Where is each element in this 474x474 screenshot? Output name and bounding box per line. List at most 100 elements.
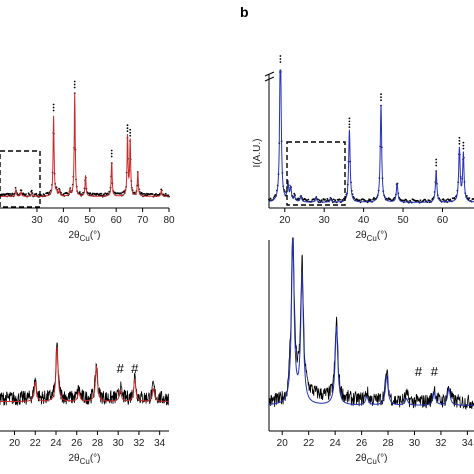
x-tick-label: 30 (319, 215, 331, 226)
phase-hash-marker: # (431, 364, 439, 379)
data-point (324, 198, 326, 201)
data-point (468, 197, 471, 200)
x-tick-label: 34 (154, 438, 166, 449)
peak-marker (52, 106, 55, 109)
data-point (358, 199, 361, 202)
data-point (9, 193, 12, 195)
data-point (332, 198, 335, 201)
x-tick-label: 20 (9, 438, 21, 449)
x-tick-label: 26 (71, 438, 83, 449)
x-tick-label: 22 (303, 438, 315, 449)
data-point (5, 192, 8, 195)
data-point (35, 192, 38, 195)
peak-marker (73, 80, 76, 83)
x-tick-label: 28 (382, 438, 394, 449)
data-point (419, 199, 422, 202)
data-point (409, 199, 411, 202)
observed-series (268, 237, 474, 411)
x-tick-label: 30 (113, 438, 125, 449)
data-point (123, 190, 125, 193)
peak-marker (110, 152, 113, 155)
data-point (66, 192, 69, 195)
data-point (443, 199, 445, 202)
data-point (269, 197, 272, 200)
x-tick-label: 24 (50, 438, 62, 449)
fit-series (268, 237, 474, 406)
x-tick-label: 28 (92, 438, 104, 449)
x-tick-label: 30 (409, 438, 421, 449)
data-point (100, 192, 103, 195)
y-axis-label: I(A.U.) (252, 139, 263, 168)
peak-marker (126, 130, 129, 133)
phase-hash-marker: # (117, 361, 125, 376)
data-point (104, 192, 107, 195)
x-tick-label: 32 (133, 438, 145, 449)
fit-series (0, 347, 169, 402)
x-axis-label: 2θCu(°) (355, 453, 387, 466)
zoom-region-box (0, 150, 41, 208)
x-tick-label: 22 (30, 438, 42, 449)
fit-series (269, 69, 474, 203)
peak-marker (126, 124, 129, 127)
x-tick-label: 70 (137, 215, 149, 226)
data-point (372, 198, 374, 201)
peak-marker (110, 149, 113, 152)
data-point (293, 192, 296, 195)
x-tick-label: 50 (397, 215, 409, 226)
peak-marker (279, 55, 282, 57)
x-axis-label: 2θCu(°) (68, 453, 100, 466)
data-point (305, 199, 308, 202)
peak-marker (52, 103, 55, 106)
data-point (103, 193, 105, 196)
data-point (151, 193, 154, 196)
data-point (89, 192, 92, 195)
data-point (317, 198, 319, 201)
data-point (313, 198, 315, 201)
peak-marker (458, 139, 461, 142)
data-point (120, 192, 122, 195)
data-point (99, 192, 101, 195)
x-axis-label: 2θCu(°) (68, 230, 100, 243)
peak-marker (380, 99, 382, 102)
data-point (339, 198, 341, 201)
data-point (424, 198, 426, 201)
observed-series (0, 342, 169, 407)
peak-marker (380, 93, 382, 96)
panel-label-b: b (240, 4, 249, 20)
data-point (445, 199, 448, 201)
zoom-region-box (286, 141, 346, 206)
x-tick-label: 24 (330, 438, 342, 449)
peak-marker (462, 141, 465, 144)
peak-marker (110, 155, 113, 158)
data-point (273, 195, 276, 198)
x-tick-label: 60 (111, 215, 123, 226)
x-tick-label: 40 (58, 215, 70, 226)
phase-hash-marker: # (131, 361, 139, 376)
data-point (0, 193, 3, 196)
panel-bottom-right: 20 22 24 26 28 30 32 34 2θCu(°) # # (268, 237, 474, 466)
panel-top-right: 20 30 40 50 60 2θCu(°) I(A.U.) (252, 55, 474, 243)
peak-marker (279, 58, 282, 60)
data-point (155, 193, 157, 195)
peak-marker (458, 142, 461, 145)
peak-marker (52, 109, 55, 112)
peak-marker (348, 117, 351, 120)
data-point (466, 195, 468, 197)
data-point (297, 197, 300, 200)
data-point (47, 192, 49, 195)
data-point (320, 199, 323, 202)
axis-break-mark (264, 71, 275, 77)
peak-marker (129, 131, 132, 134)
x-tick-label: 60 (437, 215, 449, 226)
peak-marker (462, 147, 465, 150)
peak-marker (73, 86, 76, 89)
data-point (356, 198, 359, 201)
data-point (326, 198, 329, 200)
x-tick-label: 50 (84, 215, 96, 226)
x-tick-label: 40 (358, 215, 370, 226)
peak-marker (435, 158, 438, 161)
x-tick-label: 32 (435, 438, 447, 449)
data-point (30, 189, 33, 192)
data-point (334, 199, 337, 202)
peak-marker (462, 144, 465, 147)
